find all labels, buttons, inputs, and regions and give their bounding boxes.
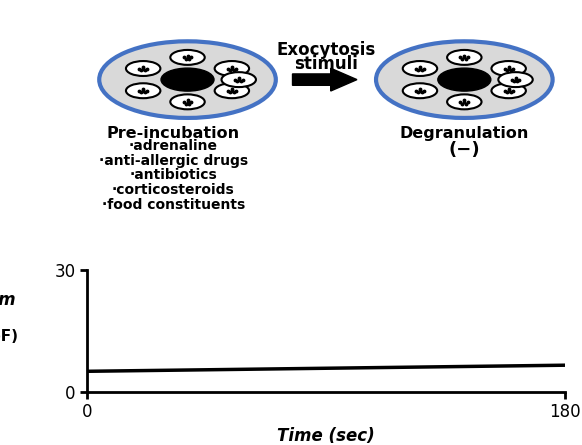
Circle shape [438,68,491,91]
Text: Degranulation: Degranulation [400,126,529,141]
Circle shape [161,68,214,91]
Circle shape [126,61,161,76]
Circle shape [498,72,533,87]
Text: ·adrenaline: ·adrenaline [129,139,218,153]
Circle shape [447,50,481,65]
Circle shape [447,94,481,109]
Circle shape [403,83,437,98]
Circle shape [215,83,249,98]
Text: ·food constituents: ·food constituents [102,198,245,212]
Text: stimuli: stimuli [294,55,358,73]
Circle shape [126,83,161,98]
Circle shape [403,61,437,76]
Text: ·anti-allergic drugs: ·anti-allergic drugs [98,154,248,168]
Circle shape [171,94,205,109]
Text: ·corticosteroids: ·corticosteroids [112,183,235,198]
Text: Cm: Cm [0,291,16,309]
Text: (pF): (pF) [0,329,19,344]
Text: (−): (−) [449,141,480,159]
Text: ·antibiotics: ·antibiotics [129,169,217,182]
Circle shape [376,41,552,118]
Circle shape [222,72,256,87]
X-axis label: Time (sec): Time (sec) [277,427,375,445]
Circle shape [171,50,205,65]
Text: Pre-incubation: Pre-incubation [107,126,240,141]
Circle shape [99,41,276,118]
Text: Exocytosis: Exocytosis [276,40,375,59]
Circle shape [215,61,249,76]
FancyArrow shape [293,68,357,91]
Circle shape [491,83,526,98]
Circle shape [491,61,526,76]
